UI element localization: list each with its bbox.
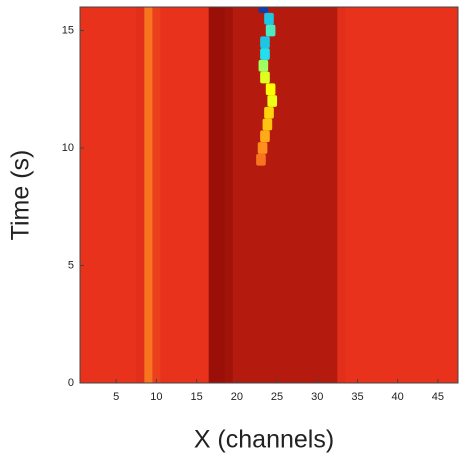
heat-column bbox=[233, 7, 242, 383]
x-tick-label: 35 bbox=[351, 391, 363, 403]
trace-cell bbox=[256, 154, 266, 166]
y-tick-label: 0 bbox=[68, 377, 74, 389]
heat-column bbox=[225, 7, 234, 383]
y-tick-label: 15 bbox=[62, 24, 74, 36]
trace-cell bbox=[259, 7, 269, 13]
heat-column bbox=[321, 7, 330, 383]
heat-column bbox=[136, 7, 145, 383]
x-tick-label: 40 bbox=[392, 391, 404, 403]
heat-column bbox=[305, 7, 314, 383]
x-tick-label: 15 bbox=[190, 391, 202, 403]
heat-column bbox=[104, 7, 113, 383]
heat-column bbox=[112, 7, 121, 383]
heat-column bbox=[378, 7, 387, 383]
trace-cell bbox=[263, 119, 273, 131]
heat-column bbox=[402, 7, 411, 383]
heat-column bbox=[442, 7, 451, 383]
trace-cell bbox=[260, 130, 270, 142]
heat-column bbox=[88, 7, 97, 383]
heat-column bbox=[152, 7, 161, 383]
y-tick-label: 10 bbox=[62, 142, 74, 154]
heat-column bbox=[80, 7, 89, 383]
trace-cell bbox=[264, 107, 274, 119]
x-tick-label: 30 bbox=[311, 391, 323, 403]
trace-cell bbox=[260, 72, 270, 84]
heat-column bbox=[370, 7, 379, 383]
heat-column bbox=[217, 7, 226, 383]
heat-column bbox=[209, 7, 218, 383]
heat-column bbox=[289, 7, 298, 383]
x-tick-label: 5 bbox=[113, 391, 119, 403]
x-axis-label: X (channels) bbox=[194, 426, 334, 454]
trace-cell bbox=[260, 48, 270, 60]
heat-column bbox=[345, 7, 354, 383]
heat-column bbox=[297, 7, 306, 383]
heat-column bbox=[241, 7, 250, 383]
heat-column bbox=[386, 7, 395, 383]
heat-column bbox=[337, 7, 346, 383]
x-tick-label: 25 bbox=[271, 391, 283, 403]
trace-cell bbox=[266, 25, 276, 37]
heat-column bbox=[329, 7, 338, 383]
heat-column bbox=[418, 7, 427, 383]
heat-column bbox=[394, 7, 403, 383]
trace-cell bbox=[259, 60, 269, 72]
x-tick-label: 45 bbox=[432, 391, 444, 403]
trace-cell bbox=[260, 36, 270, 48]
y-tick-label: 5 bbox=[68, 259, 74, 271]
heat-column bbox=[177, 7, 186, 383]
heat-column bbox=[168, 7, 177, 383]
heat-column bbox=[281, 7, 290, 383]
heat-column bbox=[450, 7, 459, 383]
heat-column bbox=[313, 7, 322, 383]
x-tick-label: 20 bbox=[231, 391, 243, 403]
heat-column bbox=[410, 7, 419, 383]
heat-column bbox=[185, 7, 194, 383]
trace-cell bbox=[267, 95, 277, 107]
heat-column bbox=[201, 7, 210, 383]
y-axis-label: Time (s) bbox=[7, 150, 35, 241]
heat-column bbox=[160, 7, 169, 383]
heat-column bbox=[361, 7, 370, 383]
heat-column bbox=[193, 7, 202, 383]
trace-cell bbox=[266, 83, 276, 95]
trace-cell bbox=[258, 142, 268, 154]
heat-column bbox=[144, 7, 153, 383]
heat-column bbox=[249, 7, 258, 383]
x-tick-label: 10 bbox=[150, 391, 162, 403]
heat-column bbox=[273, 7, 282, 383]
heat-column bbox=[96, 7, 105, 383]
heat-column bbox=[434, 7, 443, 383]
trace-cell bbox=[264, 13, 274, 25]
heat-column bbox=[426, 7, 435, 383]
heat-column bbox=[120, 7, 129, 383]
heat-column bbox=[128, 7, 137, 383]
heat-column bbox=[353, 7, 362, 383]
